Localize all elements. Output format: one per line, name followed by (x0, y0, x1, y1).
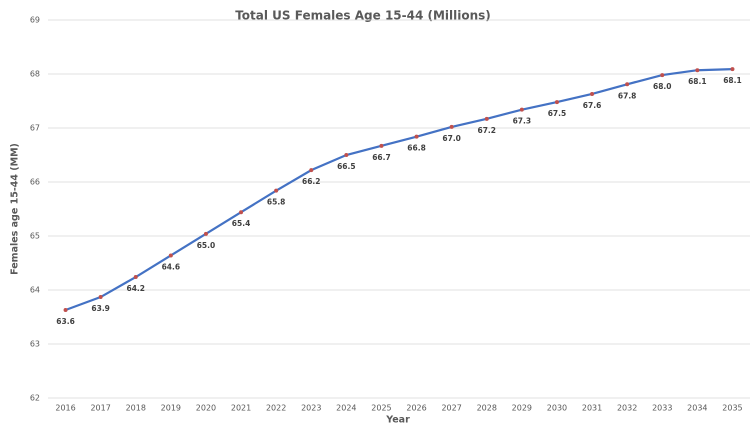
data-label: 65.4 (232, 219, 251, 228)
x-tick-label: 2016 (55, 404, 75, 413)
data-label: 66.5 (337, 162, 356, 171)
point (519, 107, 524, 112)
data-label: 67.2 (477, 126, 496, 135)
line (65, 68, 733, 312)
point (274, 188, 279, 193)
data-label: 67.6 (583, 101, 602, 110)
x-tick-label: 2028 (477, 404, 497, 413)
y-tick-label: 66 (30, 178, 40, 187)
chart-title: Total US Females Age 15-44 (Millions) (235, 9, 491, 23)
data-label: 64.2 (126, 284, 145, 293)
point (203, 231, 208, 236)
data-label: 66.7 (372, 153, 391, 162)
x-tick-label: 2022 (266, 404, 286, 413)
data-label: 66.8 (407, 144, 426, 153)
x-tick-label: 2019 (161, 404, 181, 413)
point (590, 91, 595, 96)
point (63, 307, 68, 312)
point (414, 134, 419, 139)
data-label: 66.2 (302, 177, 321, 186)
data-label: 67.5 (548, 109, 567, 118)
data-label: 63.6 (56, 317, 75, 326)
data-label: 63.9 (91, 304, 110, 313)
x-tick-label: 2031 (582, 404, 602, 413)
point (625, 82, 630, 87)
point (449, 124, 454, 129)
point (379, 143, 384, 148)
x-tick-label: 2018 (126, 404, 146, 413)
point (660, 73, 665, 78)
x-tick-label: 2025 (371, 404, 391, 413)
y-tick-label: 63 (30, 340, 40, 349)
x-tick-label: 2032 (617, 404, 637, 413)
data-label: 68.0 (653, 82, 672, 91)
y-tick-label: 64 (30, 286, 40, 295)
y-axis-title: Females age 15-44 (MM) (10, 143, 21, 275)
point (695, 68, 700, 73)
point (239, 210, 244, 215)
point (168, 253, 173, 258)
point (730, 67, 735, 72)
y-tick-label: 67 (30, 124, 40, 133)
x-tick-label: 2023 (301, 404, 321, 413)
x-tick-label: 2017 (90, 404, 110, 413)
x-tick-label: 2030 (547, 404, 567, 413)
point (309, 168, 314, 173)
data-label: 64.6 (162, 262, 181, 271)
data-label: 68.1 (688, 77, 707, 86)
y-tick-label: 62 (30, 394, 40, 403)
y-tick-label: 68 (30, 70, 40, 79)
point (554, 100, 559, 105)
data-label: 65.0 (197, 241, 216, 250)
data-label: 68.1 (723, 76, 742, 85)
y-tick-label: 65 (30, 232, 40, 241)
x-tick-label: 2029 (512, 404, 532, 413)
data-label: 67.3 (513, 117, 532, 126)
data-label: 67.8 (618, 91, 637, 100)
point (98, 295, 103, 300)
x-tick-label: 2034 (687, 404, 707, 413)
x-tick-label: 2033 (652, 404, 672, 413)
data-label: 65.8 (267, 198, 286, 207)
x-tick-label: 2020 (196, 404, 216, 413)
x-tick-label: 2026 (406, 404, 426, 413)
x-tick-label: 2027 (441, 404, 461, 413)
y-tick-label: 69 (30, 16, 40, 25)
point (484, 116, 489, 121)
data-label: 67.0 (442, 134, 461, 143)
point (344, 153, 349, 157)
x-axis-title: Year (385, 415, 410, 426)
point (133, 275, 138, 280)
x-tick-label: 2021 (231, 404, 251, 413)
x-tick-label: 2024 (336, 404, 356, 413)
x-tick-label: 2035 (722, 404, 742, 413)
